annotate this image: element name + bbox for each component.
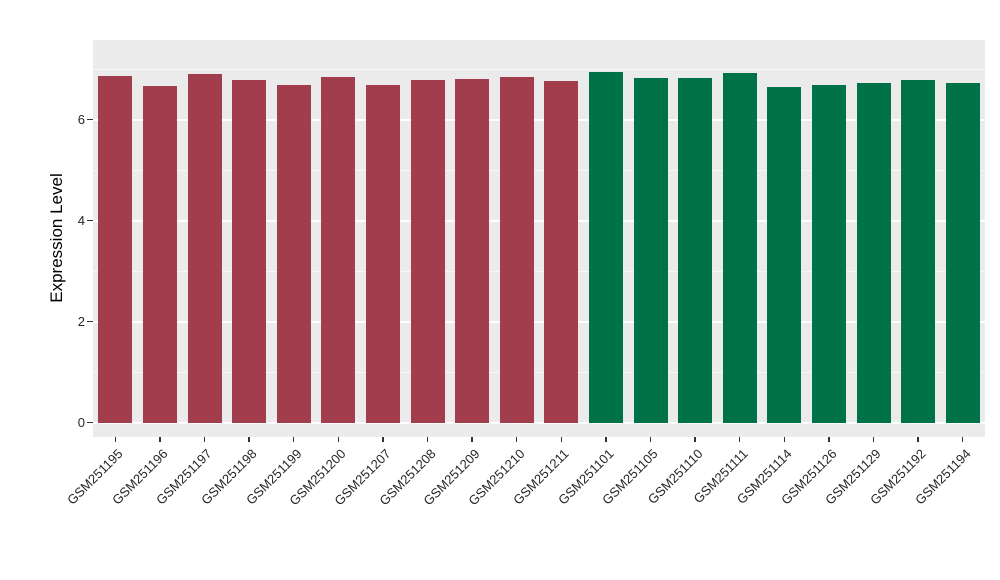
bar-GSM251207: [365, 84, 400, 423]
x-tick-mark: [961, 437, 964, 442]
gridline-minor: [93, 68, 985, 70]
x-tick-mark: [694, 437, 696, 442]
y-tick-mark: [87, 320, 93, 323]
bar-GSM251200: [321, 76, 356, 423]
x-tick-mark: [337, 437, 340, 442]
bar-GSM251105: [633, 77, 668, 423]
x-tick-mark: [248, 437, 250, 442]
y-tick-mark: [87, 421, 93, 424]
bar-GSM251195: [98, 75, 133, 423]
bar-GSM251101: [588, 71, 623, 423]
y-tick-label: 0: [77, 414, 85, 430]
x-tick-mark: [203, 437, 206, 442]
bar-GSM251208: [410, 79, 445, 423]
x-tick-mark: [872, 437, 875, 442]
bar-GSM251194: [945, 82, 980, 423]
bar-GSM251111: [722, 72, 757, 423]
y-tick-label: 4: [77, 212, 85, 228]
x-tick-mark: [605, 437, 607, 442]
bar-GSM251192: [901, 79, 936, 423]
gridline-minor: [93, 371, 985, 373]
bar-GSM251211: [544, 80, 579, 423]
bar-GSM251110: [678, 77, 713, 423]
y-tick-mark: [87, 118, 93, 121]
y-tick-label: 2: [77, 313, 85, 329]
gridline-minor: [93, 270, 985, 272]
x-tick-mark: [114, 437, 117, 442]
plot-panel: [93, 40, 985, 437]
gridline-major: [93, 219, 985, 222]
x-tick-mark: [292, 437, 295, 442]
bar-GSM251196: [142, 85, 177, 423]
bar-GSM251198: [232, 79, 267, 423]
y-tick-label: 6: [77, 111, 85, 127]
gridline-major: [93, 320, 985, 323]
gridline-major: [93, 421, 985, 424]
x-tick-mark: [426, 437, 429, 442]
x-tick-mark: [515, 437, 518, 442]
x-tick-mark: [560, 437, 563, 442]
x-tick-mark: [917, 437, 919, 442]
bar-GSM251197: [187, 73, 222, 423]
gridline-minor: [93, 169, 985, 171]
gridline-major: [93, 118, 985, 121]
x-tick-mark: [471, 437, 473, 442]
bar-GSM251126: [811, 84, 846, 423]
y-tick-mark: [87, 219, 93, 222]
y-axis-title: Expression Level: [47, 173, 66, 303]
bar-GSM251210: [499, 76, 534, 423]
bar-GSM251129: [856, 82, 891, 423]
x-tick-mark: [783, 437, 786, 442]
bar-GSM251199: [276, 84, 311, 423]
x-tick-mark: [649, 437, 652, 442]
x-tick-mark: [159, 437, 161, 442]
x-tick-mark: [382, 437, 384, 442]
bar-GSM251209: [455, 78, 490, 423]
bar-GSM251114: [767, 86, 802, 423]
x-tick-mark: [738, 437, 741, 442]
x-tick-mark: [828, 437, 830, 442]
